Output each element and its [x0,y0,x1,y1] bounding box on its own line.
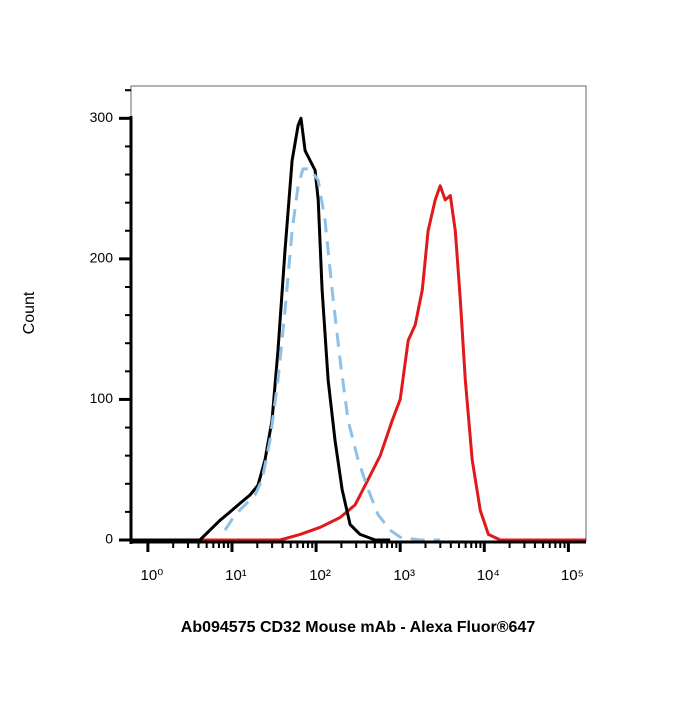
x-tick-label: 10⁴ [477,567,500,584]
histogram-line [131,184,586,542]
x-axis-label: Ab094575 CD32 Mouse mAb - Alexa Fluor®64… [181,619,536,636]
x-tick-label: 10⁵ [561,567,584,584]
x-tick-label: 10³ [393,567,415,584]
x-tick-label: 10¹ [225,567,247,584]
plot-frame [130,85,587,542]
histogram-line [223,167,441,542]
x-tick-label: 10⁰ [141,567,164,584]
y-tick-label: 100 [90,390,114,406]
y-tick-label: 300 [90,109,114,125]
histogram-line [131,116,391,542]
x-tick-label: 10² [309,567,331,584]
y-tick-label: 0 [105,531,113,547]
y-axis-label: Count [21,291,38,334]
y-tick-label: 200 [90,250,114,266]
